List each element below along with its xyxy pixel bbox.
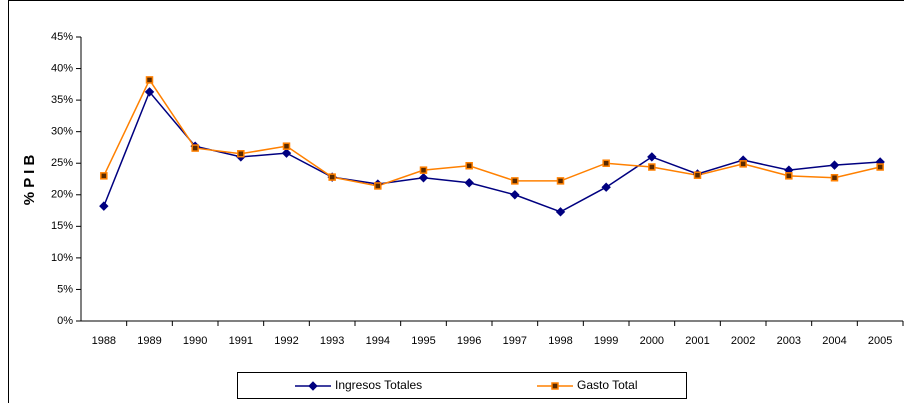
series-line xyxy=(103,90,881,213)
x-tick-label: 1995 xyxy=(411,335,435,347)
x-tick-label: 2000 xyxy=(640,335,664,347)
x-tick-label: 1993 xyxy=(320,335,344,347)
x-tick-label: 1997 xyxy=(503,335,527,347)
marker xyxy=(191,144,199,152)
legend-label: Gasto Total xyxy=(577,378,637,392)
marker xyxy=(464,178,474,188)
marker xyxy=(829,160,840,170)
marker xyxy=(328,173,336,181)
y-tick-label: 35% xyxy=(51,94,73,106)
chart-area xyxy=(8,0,904,403)
y-tick-label: 45% xyxy=(51,31,73,43)
x-tick-label: 1994 xyxy=(366,335,390,347)
x-tick-label: 1998 xyxy=(548,335,572,347)
marker xyxy=(237,150,245,158)
y-tick-label: 20% xyxy=(51,189,73,201)
marker xyxy=(99,201,109,211)
marker xyxy=(739,160,747,168)
y-tick-label: 10% xyxy=(51,252,73,264)
marker xyxy=(785,172,793,180)
marker xyxy=(830,173,839,182)
marker xyxy=(876,163,884,171)
marker xyxy=(281,148,292,158)
y-axis-label: % P I B xyxy=(21,155,38,206)
marker xyxy=(510,190,520,200)
marker xyxy=(647,152,657,162)
marker xyxy=(648,163,656,171)
y-tick-label: 25% xyxy=(51,157,73,169)
x-tick-label: 1992 xyxy=(274,335,298,347)
y-tick-label: 0% xyxy=(57,315,73,327)
marker xyxy=(511,177,519,185)
marker xyxy=(419,166,428,174)
x-tick-label: 2002 xyxy=(731,335,755,347)
x-tick-label: 1988 xyxy=(92,335,116,347)
x-tick-label: 1996 xyxy=(457,335,481,347)
marker xyxy=(693,171,702,179)
marker xyxy=(555,207,566,217)
legend-marker xyxy=(308,381,318,391)
x-tick-label: 1991 xyxy=(229,335,253,347)
x-tick-label: 2004 xyxy=(822,335,846,347)
marker xyxy=(556,177,565,185)
x-tick-label: 1990 xyxy=(183,335,207,347)
marker xyxy=(601,182,611,192)
marker xyxy=(144,87,155,97)
y-tick-label: 40% xyxy=(51,62,73,74)
y-tick-label: 5% xyxy=(57,283,73,295)
marker xyxy=(465,161,473,170)
y-tick-label: 30% xyxy=(51,126,73,138)
x-tick-label: 2003 xyxy=(777,335,801,347)
legend-label: Ingresos Totales xyxy=(335,378,422,392)
x-tick-label: 1989 xyxy=(137,335,161,347)
marker xyxy=(602,159,610,167)
marker xyxy=(282,142,291,150)
y-tick-label: 15% xyxy=(51,220,73,232)
x-tick-label: 2005 xyxy=(868,335,892,347)
legend-marker xyxy=(551,382,559,390)
x-tick-label: 1999 xyxy=(594,335,618,347)
x-tick-label: 2001 xyxy=(685,335,709,347)
series-line xyxy=(103,78,881,187)
marker xyxy=(145,76,154,84)
marker xyxy=(374,182,382,190)
marker xyxy=(418,173,429,183)
marker xyxy=(100,172,108,180)
